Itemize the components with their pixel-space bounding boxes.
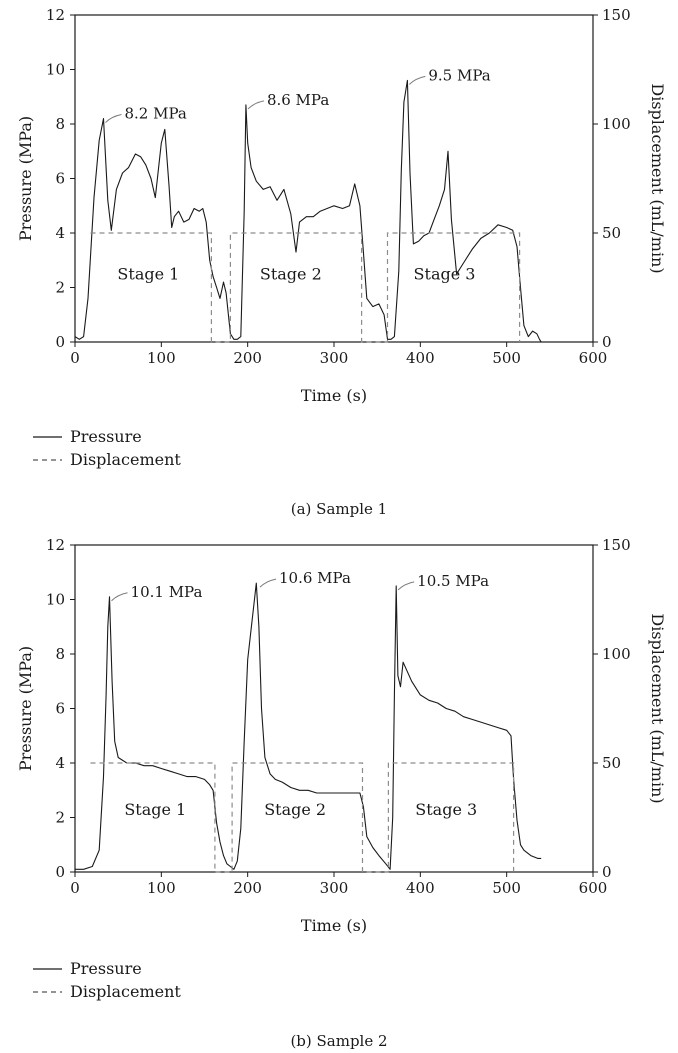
x-tick-label: 400 <box>406 879 435 897</box>
y-axis-label: Pressure (MPa) <box>16 646 35 771</box>
peak-annotation: 10.1 MPa <box>131 583 203 601</box>
peak-annotation: 8.6 MPa <box>267 91 329 109</box>
x-tick-label: 100 <box>147 879 176 897</box>
y-tick-label: 8 <box>55 645 65 663</box>
x-axis-label: Time (s) <box>301 386 367 405</box>
peak-annotation: 9.5 MPa <box>428 66 490 84</box>
series-line-pressure <box>75 582 542 870</box>
x-tick-label: 0 <box>70 349 80 367</box>
series-line-displacement <box>90 762 515 873</box>
y2-tick-label: 0 <box>602 863 612 881</box>
legend-label: Displacement <box>70 982 181 1001</box>
peak-annotation: 10.5 MPa <box>417 572 489 590</box>
legend-label: Pressure <box>70 427 142 446</box>
y2-tick-label: 100 <box>602 645 631 663</box>
y2-axis-label: Displacement (mL/min) <box>648 613 667 803</box>
y2-tick-label: 50 <box>602 754 621 772</box>
x-tick-label: 600 <box>579 349 608 367</box>
legend-label: Displacement <box>70 450 181 469</box>
y2-axis-label: Displacement (mL/min) <box>648 83 667 273</box>
y-tick-label: 2 <box>55 809 65 827</box>
legend-label: Pressure <box>70 959 142 978</box>
x-tick-label: 400 <box>406 349 435 367</box>
y-axis-label: Pressure (MPa) <box>16 116 35 241</box>
stage-label: Stage 1 <box>124 800 186 819</box>
x-tick-label: 100 <box>147 349 176 367</box>
y2-tick-label: 150 <box>602 536 631 554</box>
stage-label: Stage 3 <box>414 264 476 283</box>
annotation-leader <box>409 75 426 85</box>
annotation-leader <box>259 578 277 588</box>
series-line-pressure <box>74 79 542 343</box>
y-tick-label: 10 <box>46 591 65 609</box>
y-tick-label: 10 <box>46 61 65 79</box>
y-tick-label: 4 <box>55 224 65 242</box>
y2-tick-label: 50 <box>602 224 621 242</box>
y2-tick-label: 150 <box>602 6 631 24</box>
y2-tick-label: 100 <box>602 115 631 133</box>
chart-panel-1: 0 100 200 300 400 500 600024681012050100150Tim… <box>16 6 667 518</box>
y2-tick-label: 0 <box>602 333 612 351</box>
annotation-leader <box>247 100 265 110</box>
x-axis-label: Time (s) <box>301 916 367 935</box>
x-tick-label: 500 <box>492 879 521 897</box>
y-tick-label: 0 <box>55 863 65 881</box>
peak-annotation: 10.6 MPa <box>279 569 351 587</box>
y-tick-label: 6 <box>55 170 65 188</box>
y-tick-label: 0 <box>55 333 65 351</box>
y-tick-label: 2 <box>55 279 65 297</box>
x-tick-label: 200 <box>233 879 262 897</box>
stage-label: Stage 2 <box>260 264 322 283</box>
stage-label: Stage 2 <box>264 800 326 819</box>
x-tick-label: 0 <box>70 879 80 897</box>
peak-annotation: 8.2 MPa <box>124 105 186 123</box>
y-tick-label: 12 <box>46 6 65 24</box>
stage-label: Stage 3 <box>415 800 477 819</box>
figure-caption: (b) Sample 2 <box>290 1032 387 1050</box>
y-tick-label: 12 <box>46 536 65 554</box>
stage-label: Stage 1 <box>117 264 179 283</box>
x-tick-label: 300 <box>320 349 349 367</box>
x-tick-label: 600 <box>579 879 608 897</box>
series-line-displacement <box>90 232 521 343</box>
figure-caption: (a) Sample 1 <box>291 500 387 518</box>
x-tick-label: 500 <box>492 349 521 367</box>
annotation-leader <box>111 592 128 602</box>
y-tick-label: 6 <box>55 700 65 718</box>
x-tick-label: 300 <box>320 879 349 897</box>
annotation-leader <box>397 581 415 591</box>
plot-frame <box>74 14 594 343</box>
y-tick-label: 8 <box>55 115 65 133</box>
y-tick-label: 4 <box>55 754 65 772</box>
annotation-leader <box>105 114 122 123</box>
x-tick-label: 200 <box>233 349 262 367</box>
chart-panel-2: 0 100 200 300 400 500 600024681012050100150Tim… <box>16 536 667 1050</box>
